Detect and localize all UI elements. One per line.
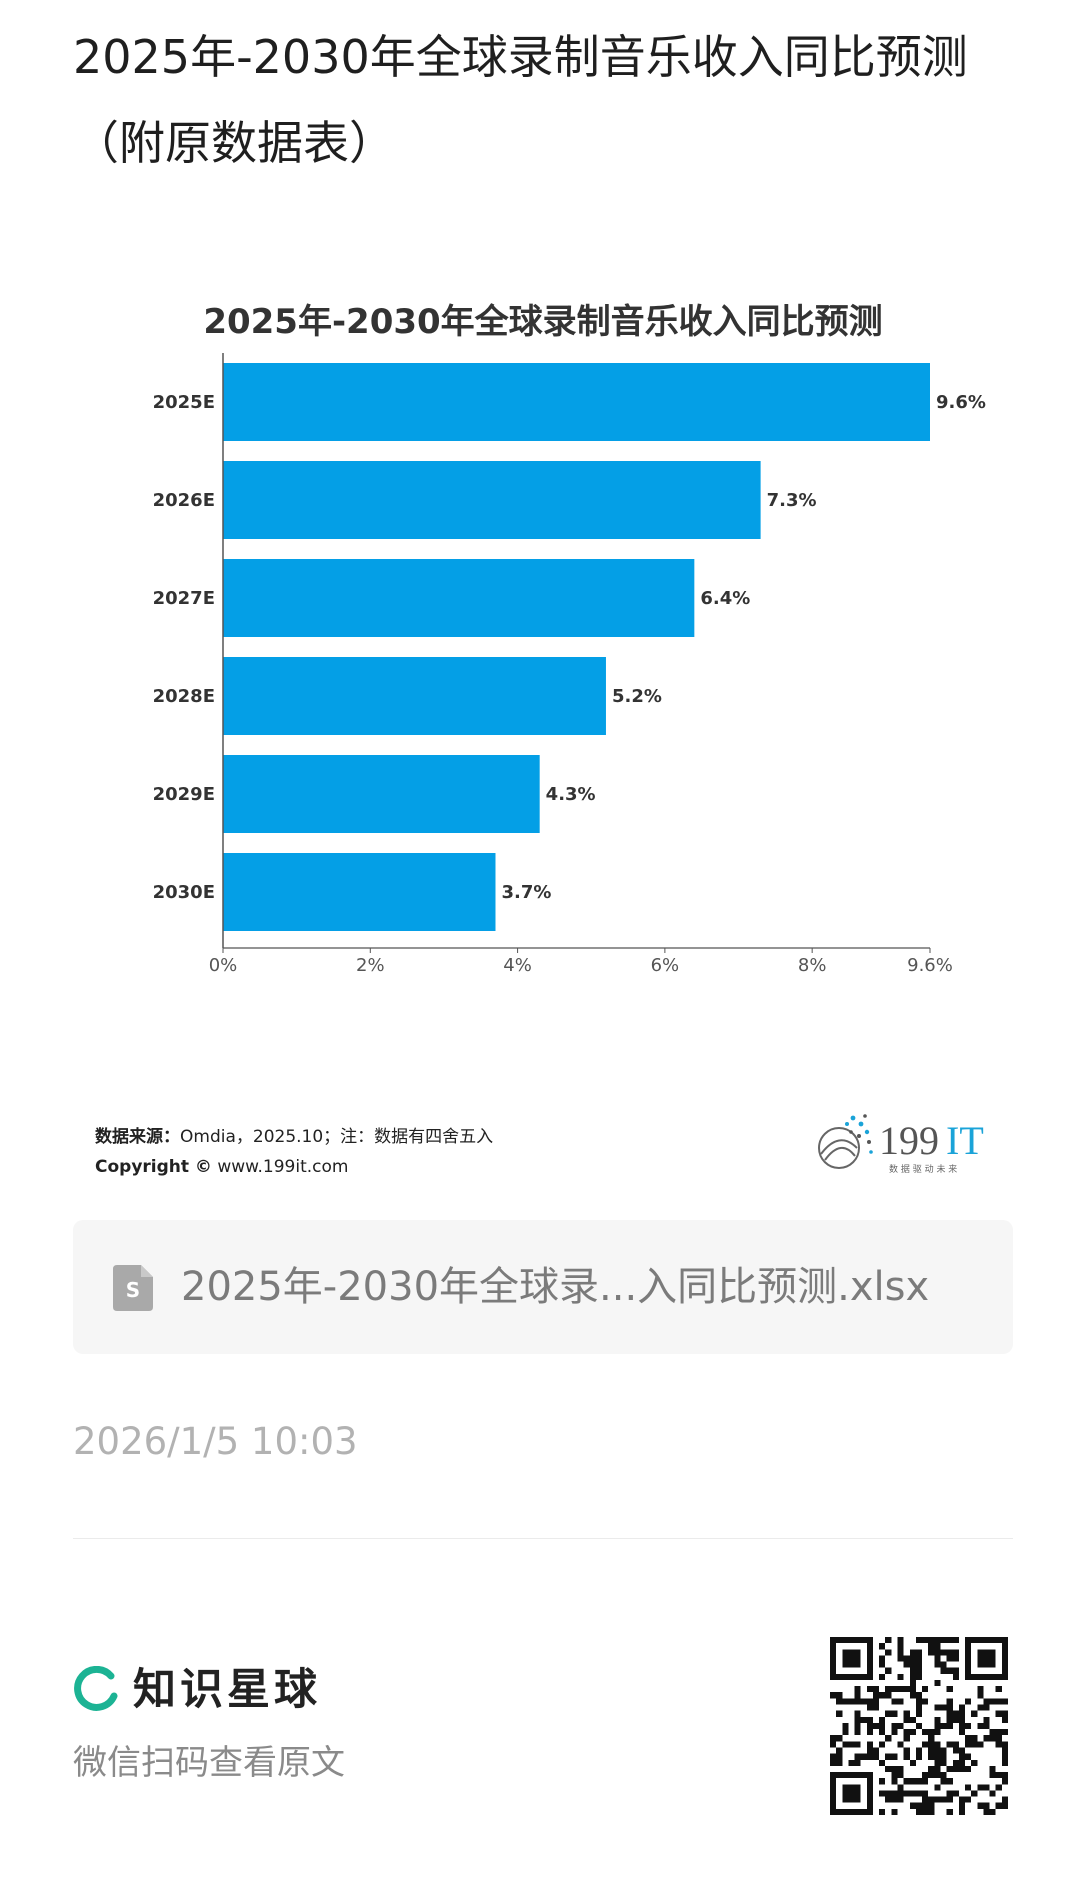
category-label: 2025E: [153, 392, 215, 413]
category-label: 2026E: [153, 490, 215, 511]
x-tick-label: 9.6%: [907, 955, 953, 976]
data-label: 4.3%: [546, 784, 596, 805]
divider: [73, 1538, 1013, 1539]
data-label: 5.2%: [612, 686, 662, 707]
x-tick-label: 6%: [651, 955, 680, 976]
bar-2026E: [223, 461, 761, 539]
category-label: 2030E: [153, 882, 215, 903]
source-text: Omdia，2025.10；注：数据有四舍五入: [180, 1127, 494, 1147]
svg-text:S: S: [126, 1278, 140, 1302]
chart-card: 2025年-2030年全球录制音乐收入同比预测 2025E 9.6% 2026E 7.…: [73, 270, 1013, 1220]
bar-2029E: [223, 755, 540, 833]
logo-digits: 199: [879, 1118, 939, 1163]
bar-2028E: [223, 657, 606, 735]
brand-name: 知识星球: [133, 1665, 321, 1715]
category-label: 2029E: [153, 784, 215, 805]
data-label: 9.6%: [936, 392, 986, 413]
chart-title: 2025年-2030年全球录制音乐收入同比预测: [203, 302, 883, 342]
zsxq-logo-icon: [74, 1666, 118, 1711]
data-label: 3.7%: [501, 882, 551, 903]
source-label: 数据来源：: [95, 1127, 180, 1147]
dandelion-icon: [818, 1114, 873, 1169]
category-label: 2028E: [153, 686, 215, 707]
bar-chart: 2025E 9.6% 2026E 7.3% 2027E 6.4% 2028E 5.2% 2029…: [153, 353, 986, 976]
copyright-label: Copyright ©: [95, 1157, 212, 1177]
bar-2025E: [223, 363, 930, 441]
logo-tagline: 数 据 驱 动 未 来: [889, 1163, 957, 1175]
copyright-text: www.199it.com: [211, 1157, 349, 1177]
source-line: 数据来源：Omdia，2025.10；注：数据有四舍五入: [95, 1122, 493, 1152]
x-tick-label: 4%: [503, 955, 532, 976]
attachment-file-name: 2025年-2030年全球录...入同比预测.xlsx: [181, 1264, 930, 1310]
logo-it: IT: [946, 1118, 984, 1163]
bar-2030E: [223, 853, 496, 931]
page-title: 2025年-2030年全球录制音乐收入同比预测（附原数据表）: [73, 30, 968, 170]
bar-2027E: [223, 559, 695, 637]
data-label: 7.3%: [767, 490, 817, 511]
qr-modules: [830, 1637, 1008, 1815]
scan-hint: 微信扫码查看原文: [73, 1743, 345, 1783]
x-tick-label: 2%: [356, 955, 385, 976]
data-label: 6.4%: [700, 588, 750, 609]
copyright-line: Copyright © www.199it.com: [95, 1152, 493, 1182]
199it-logo: 199 IT 数 据 驱 动 未 来: [818, 1114, 984, 1175]
category-label: 2027E: [153, 588, 215, 609]
x-tick-label: 8%: [798, 955, 827, 976]
attachment-card[interactable]: S 2025年-2030年全球录...入同比预测.xlsx: [73, 1220, 1013, 1354]
spreadsheet-file-icon: S: [113, 1265, 153, 1311]
qr-code[interactable]: [830, 1637, 1008, 1815]
x-tick-label: 0%: [209, 955, 238, 976]
chart-source-note: 数据来源：Omdia，2025.10；注：数据有四舍五入 Copyright ©…: [95, 1122, 493, 1182]
post-timestamp: 2026/1/5 10:03: [73, 1420, 358, 1463]
